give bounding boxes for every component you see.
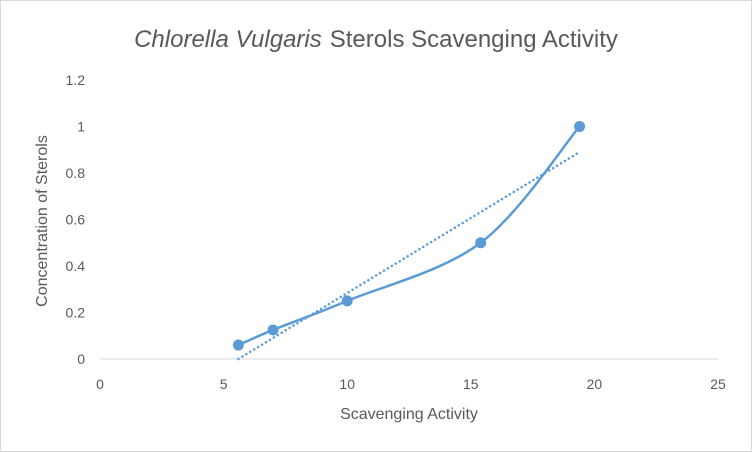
y-tick-label: 0.4 <box>66 258 86 274</box>
chart-title-italic: Chlorella Vulgaris <box>134 26 322 53</box>
x-tick-label: 15 <box>463 376 479 392</box>
y-tick-label: 0.6 <box>66 212 86 228</box>
y-axis-title: Concentration of Sterols <box>34 135 51 307</box>
y-tick-label: 0.8 <box>66 165 86 181</box>
series-line <box>237 125 581 347</box>
chart-title-rest: Sterols Scavenging Activity <box>330 26 618 53</box>
data-point <box>475 237 487 249</box>
x-tick-labels: 0 5 10 15 20 25 <box>96 376 726 392</box>
data-point <box>267 324 279 336</box>
x-tick-label: 20 <box>587 376 603 392</box>
x-axis-title: Scavenging Activity <box>340 406 478 423</box>
y-tick-label: 0.2 <box>66 305 86 321</box>
y-tick-label: 0 <box>77 351 85 367</box>
chart-title: Chlorella Vulgaris Sterols Scavenging Act… <box>134 26 618 53</box>
x-tick-label: 25 <box>710 376 726 392</box>
x-tick-label: 10 <box>339 376 355 392</box>
data-points <box>232 121 586 351</box>
y-tick-labels: 0 0.2 0.4 0.6 0.8 1 1.2 <box>66 72 86 367</box>
data-point <box>341 295 353 307</box>
trendline <box>237 150 581 361</box>
x-tick-label: 0 <box>96 376 104 392</box>
data-point <box>574 121 586 132</box>
y-tick-label: 1.2 <box>66 72 86 88</box>
data-point <box>232 339 244 351</box>
x-tick-label: 5 <box>220 376 228 392</box>
y-tick-label: 1 <box>77 119 85 135</box>
